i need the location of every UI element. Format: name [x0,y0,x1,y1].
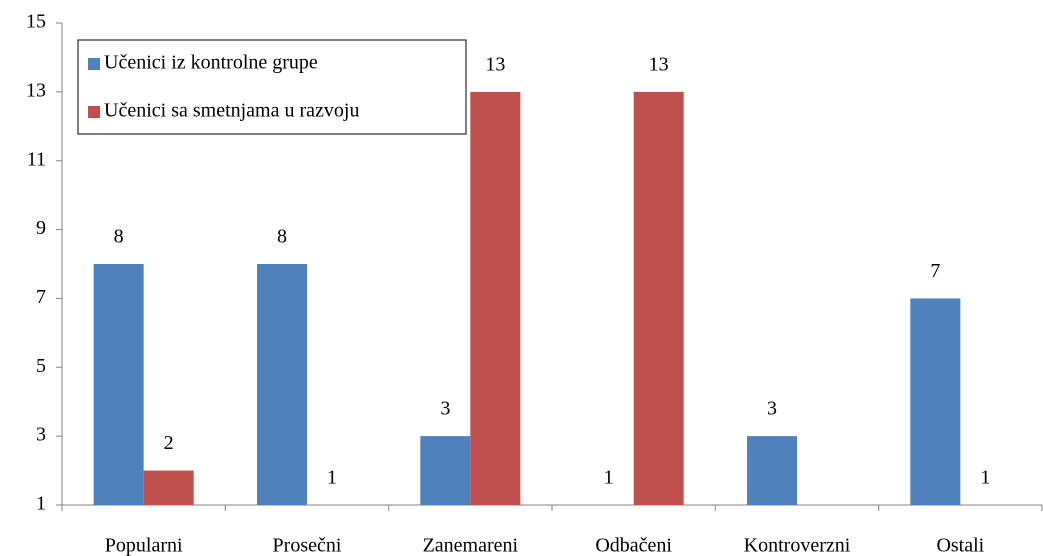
x-tick-label: Odbačeni [595,535,672,556]
bar [633,91,684,505]
bar [910,298,961,505]
y-tick-label: 11 [27,148,46,170]
data-label: 1 [327,467,337,489]
bar [420,436,471,505]
y-tick-label: 9 [36,217,46,239]
data-label: 3 [440,398,450,420]
data-label: 3 [767,398,777,420]
y-tick-label: 7 [36,286,46,308]
y-tick-label: 3 [36,424,46,446]
data-label: 1 [604,467,614,489]
x-tick-label: Zanemareni [423,535,519,556]
bar [143,470,194,505]
data-label: 8 [114,226,124,248]
legend-swatch [88,58,100,70]
x-tick-label: Ostali [936,535,984,556]
x-tick-label: Popularni [105,535,183,556]
y-tick-label: 5 [36,355,46,377]
bar [93,264,144,505]
y-tick-label: 15 [26,11,46,33]
legend-box [77,39,467,135]
bar [257,264,307,505]
legend-label: Učenici sa smetnjama u razvoju [104,100,359,122]
x-tick-label: Kontroverzni [744,535,851,556]
legend-label: Učenici iz kontrolne grupe [104,52,318,74]
legend-swatch [88,106,100,118]
data-label: 13 [485,53,505,75]
data-label: 7 [930,260,940,282]
y-tick-label: 13 [26,79,46,101]
y-tick-label: 1 [36,493,46,515]
data-label: 2 [164,432,174,454]
data-label: 13 [649,53,669,75]
data-label: 8 [277,226,287,248]
bar [747,436,797,505]
data-label: 1 [980,467,990,489]
bar [470,91,521,505]
x-tick-label: Prosečni [273,535,342,556]
